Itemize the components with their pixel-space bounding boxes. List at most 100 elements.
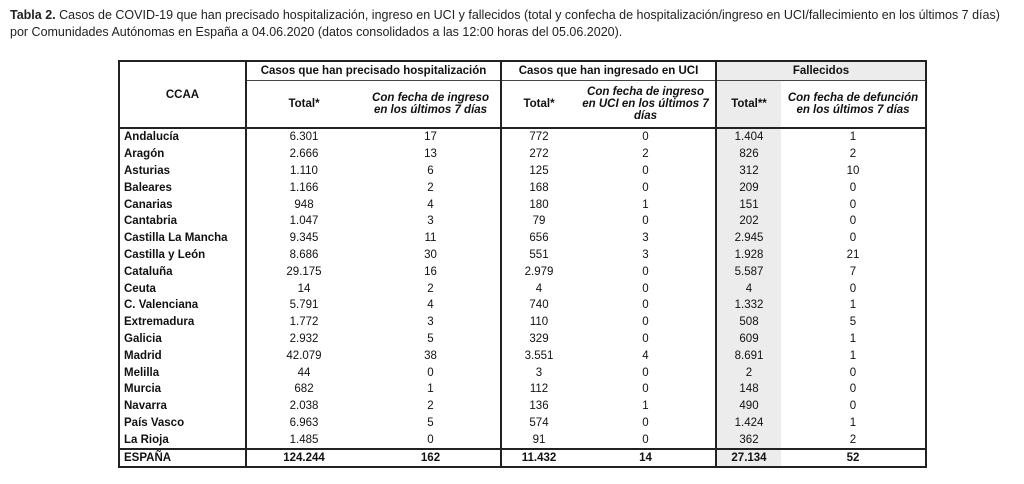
cell: 17 — [424, 131, 437, 144]
cell: 0 — [642, 383, 649, 396]
cell: 4 — [427, 299, 434, 312]
cell: 0 — [849, 282, 857, 295]
cell: 508 — [715, 313, 781, 331]
cell: 2.038 — [245, 397, 361, 415]
cell: 3 — [500, 364, 576, 381]
table-row: Cataluña 29.175 16 2.979 0 5.587 7 — [119, 263, 926, 281]
sub-header: Con fecha de defunción en los últimos 7 … — [781, 80, 926, 129]
region-name: Castilla La Mancha — [124, 232, 228, 245]
cell: 29.175 — [245, 263, 361, 281]
cell: 2 — [849, 433, 857, 446]
region-name: Aragón — [124, 148, 165, 161]
caption-line: por Comunidades Autónomas en España a 04… — [10, 25, 623, 39]
data-table: CCAA Casos que han precisado hospitaliza… — [118, 60, 927, 469]
cell: 30 — [424, 248, 437, 261]
cell: 1 — [642, 198, 649, 211]
cell: 1.424 — [715, 414, 781, 432]
cell: 4 — [642, 349, 649, 362]
table-row: Extremadura 1.772 3 110 0 508 5 — [119, 313, 926, 331]
table-row: Castilla y León 8.686 30 551 3 1.928 21 — [119, 246, 926, 264]
cell: 151 — [715, 196, 781, 213]
cell: 168 — [500, 179, 576, 197]
cell: 1.166 — [245, 179, 361, 197]
cell: 16 — [424, 265, 437, 278]
group-header: Fallecidos — [715, 61, 926, 81]
cell: 209 — [715, 179, 781, 197]
cell: 1 — [427, 383, 434, 396]
cell: 125 — [500, 162, 576, 180]
cell: 0 — [427, 433, 434, 446]
cell: 9.345 — [245, 229, 361, 247]
cell: 14 — [576, 448, 716, 468]
cell: 0 — [849, 366, 857, 379]
sub-header: Total* — [500, 80, 576, 129]
cell: 0 — [849, 198, 857, 211]
table-row: Castilla La Mancha 9.345 11 656 3 2.945 0 — [119, 229, 926, 247]
cell: 656 — [500, 229, 576, 247]
cell: 3 — [427, 215, 434, 228]
cell: 8.686 — [245, 246, 361, 264]
cell: 7 — [849, 265, 857, 278]
cell: 574 — [500, 414, 576, 432]
cell: 136 — [500, 397, 576, 415]
cell: 27.134 — [715, 448, 781, 468]
cell: 5.587 — [715, 263, 781, 281]
region-name: Baleares — [124, 181, 172, 194]
cell: 1.047 — [245, 212, 361, 230]
cell: 11 — [424, 232, 437, 245]
table-row: Ceuta 14 2 4 0 4 0 — [119, 280, 926, 297]
cell: 52 — [781, 448, 926, 468]
sub-header: Total** — [715, 80, 781, 129]
cell: 2.932 — [245, 330, 361, 348]
cell: 124.244 — [245, 448, 361, 468]
cell: 3.551 — [500, 347, 576, 365]
cell: 180 — [500, 196, 576, 213]
table-row: Canarias 948 4 180 1 151 0 — [119, 196, 926, 213]
cell: 3 — [642, 248, 649, 261]
cell: 0 — [642, 282, 649, 295]
table-row: Andalucía 6.301 17 772 0 1.404 1 — [119, 128, 926, 146]
cell: 112 — [500, 380, 576, 398]
table-row: País Vasco 6.963 5 574 0 1.424 1 — [119, 414, 926, 432]
region-name: Cataluña — [124, 265, 173, 278]
cell: 0 — [849, 232, 857, 245]
cell: 0 — [849, 400, 857, 413]
cell: 272 — [500, 145, 576, 163]
cell: 2 — [849, 148, 857, 161]
cell: 14 — [245, 280, 361, 297]
table-row: Murcia 682 1 112 0 148 0 — [119, 380, 926, 398]
table-row: Aragón 2.666 13 272 2 826 2 — [119, 145, 926, 163]
cell: 490 — [715, 397, 781, 415]
cell: 162 — [361, 448, 501, 468]
cell: 1 — [849, 416, 857, 429]
sub-header: Total* — [245, 80, 361, 129]
cell: 21 — [846, 248, 860, 261]
region-name: Castilla y León — [124, 248, 206, 261]
table-row: La Rioja 1.485 0 91 0 362 2 — [119, 431, 926, 450]
region-name: La Rioja — [124, 433, 169, 446]
cell: 1.404 — [715, 128, 781, 146]
cell: 740 — [500, 296, 576, 314]
cell: 826 — [715, 145, 781, 163]
cell: 4 — [427, 198, 434, 211]
region-name: Navarra — [124, 400, 167, 413]
cell: 0 — [427, 366, 434, 379]
cell: 0 — [642, 366, 649, 379]
cell: 13 — [424, 148, 437, 161]
cell: 0 — [642, 131, 649, 144]
table-row: Baleares 1.166 2 168 0 209 0 — [119, 179, 926, 197]
cell: 3 — [427, 316, 434, 329]
cell: 4 — [715, 280, 781, 297]
caption: Tabla 2. Casos de COVID-19 que han preci… — [10, 7, 1000, 41]
region-name: Madrid — [124, 349, 162, 362]
cell: 1 — [642, 400, 649, 413]
cell: 329 — [500, 330, 576, 348]
cell: 5 — [849, 316, 857, 329]
region-name: Melilla — [124, 366, 160, 379]
cell: 1.928 — [715, 246, 781, 264]
cell: 3 — [642, 232, 649, 245]
cell: 10 — [846, 164, 860, 177]
region-name: Ceuta — [124, 282, 156, 295]
cell: 110 — [500, 313, 576, 331]
sub-header: Con fecha de ingreso en UCI en los últim… — [576, 80, 716, 129]
